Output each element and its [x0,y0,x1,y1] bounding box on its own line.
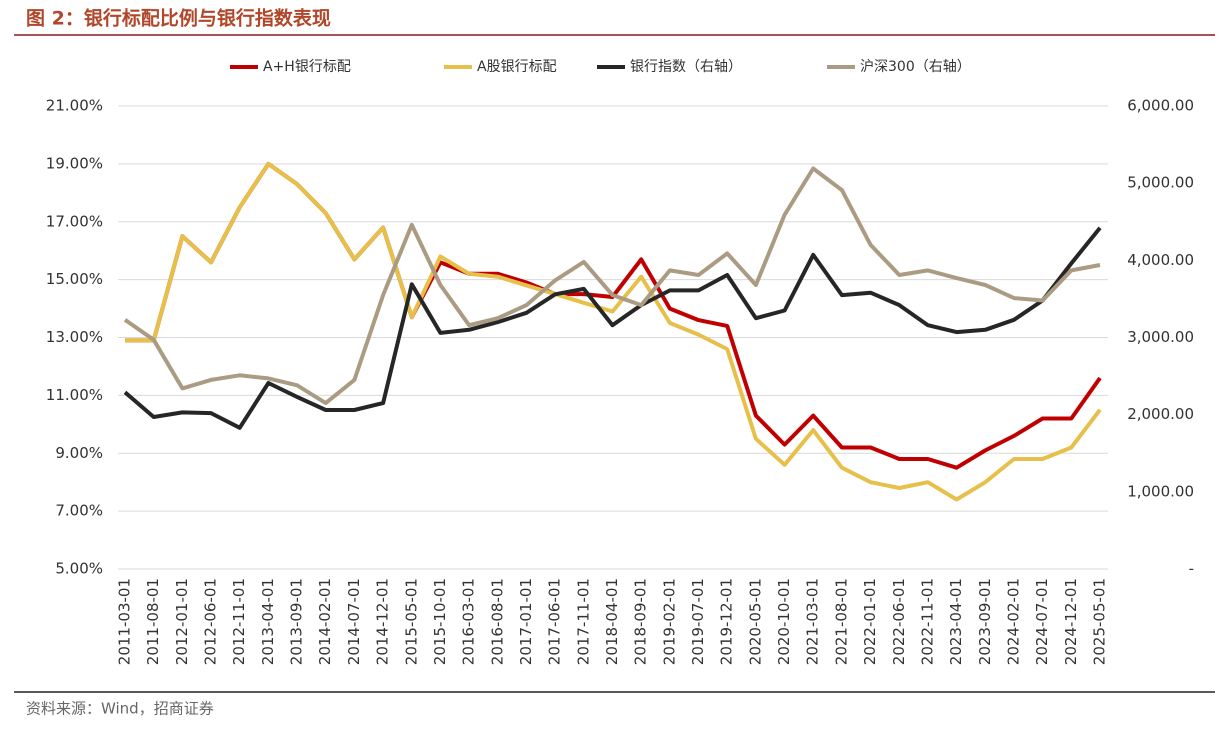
y2-tick-label: - [1189,560,1194,578]
x-tick-label: 2011-03-01 [116,578,134,665]
y-tick-label: 11.00% [46,386,103,404]
x-tick-label: 2017-01-01 [517,578,535,665]
x-tick-label: 2022-11-01 [918,578,936,665]
x-tick-label: 2020-10-01 [775,578,793,665]
x-tick-label: 2017-06-01 [546,578,564,665]
y2-tick-label: 5,000.00 [1127,174,1194,192]
x-tick-label: 2013-09-01 [288,578,306,665]
y2-tick-label: 1,000.00 [1127,482,1194,500]
x-tick-label: 2025-05-01 [1091,578,1109,665]
x-tick-label: 2015-10-01 [431,578,449,665]
y2-tick-label: 6,000.00 [1127,97,1194,115]
x-tick-label: 2019-12-01 [718,578,736,665]
x-tick-label: 2014-07-01 [345,578,363,665]
x-tick-label: 2018-04-01 [603,578,621,665]
x-tick-label: 2016-08-01 [488,578,506,665]
series-line [123,166,1101,406]
y-tick-label: 19.00% [46,154,103,172]
chart-title: 图 2：银行标配比例与银行指数表现 [26,7,331,30]
y-tick-label: 9.00% [55,444,103,462]
x-tick-label: 2018-09-01 [632,578,650,665]
x-tick-label: 2024-12-01 [1062,578,1080,665]
series-line [125,161,1102,502]
series-line [123,226,1102,430]
x-tick-label: 2023-04-01 [947,578,965,665]
x-tick-label: 2016-03-01 [460,578,478,665]
x-tick-label: 2022-06-01 [890,578,908,665]
x-tick-label: 2024-02-01 [1004,578,1022,665]
legend-label: A股银行标配 [477,59,557,75]
x-tick-label: 2021-03-01 [804,578,822,665]
y-tick-label: 13.00% [46,328,103,346]
y2-tick-label: 2,000.00 [1127,405,1194,423]
y-tick-label: 7.00% [55,502,103,520]
x-tick-label: 2019-07-01 [689,578,707,665]
legend-label: 银行指数（右轴） [630,59,742,75]
x-tick-label: 2014-02-01 [316,578,334,665]
legend-label: A+H银行标配 [263,59,351,75]
y-tick-label: 5.00% [55,560,103,578]
x-tick-label: 2017-11-01 [574,578,592,665]
x-tick-label: 2012-01-01 [173,578,191,665]
x-tick-label: 2011-08-01 [144,578,162,665]
y2-tick-label: 3,000.00 [1127,328,1194,346]
x-tick-label: 2024-07-01 [1033,578,1051,665]
x-tick-label: 2013-04-01 [259,578,277,665]
y-tick-label: 15.00% [46,270,103,288]
x-tick-label: 2015-05-01 [402,578,420,665]
x-tick-label: 2012-11-01 [230,578,248,665]
x-tick-label: 2023-09-01 [976,578,994,665]
y-tick-label: 17.00% [46,212,103,230]
x-tick-label: 2019-02-01 [660,578,678,665]
x-tick-label: 2022-01-01 [861,578,879,665]
y-tick-label: 21.00% [46,97,103,115]
x-tick-label: 2020-05-01 [746,578,764,665]
source-note: 资料来源：Wind，招商证券 [26,700,214,718]
y2-tick-label: 4,000.00 [1127,251,1194,269]
x-tick-label: 2021-08-01 [832,578,850,665]
series-line [125,161,1102,470]
x-tick-label: 2012-06-01 [202,578,220,665]
legend-label: 沪深300（右轴） [860,59,971,75]
x-tick-label: 2014-12-01 [374,578,392,665]
